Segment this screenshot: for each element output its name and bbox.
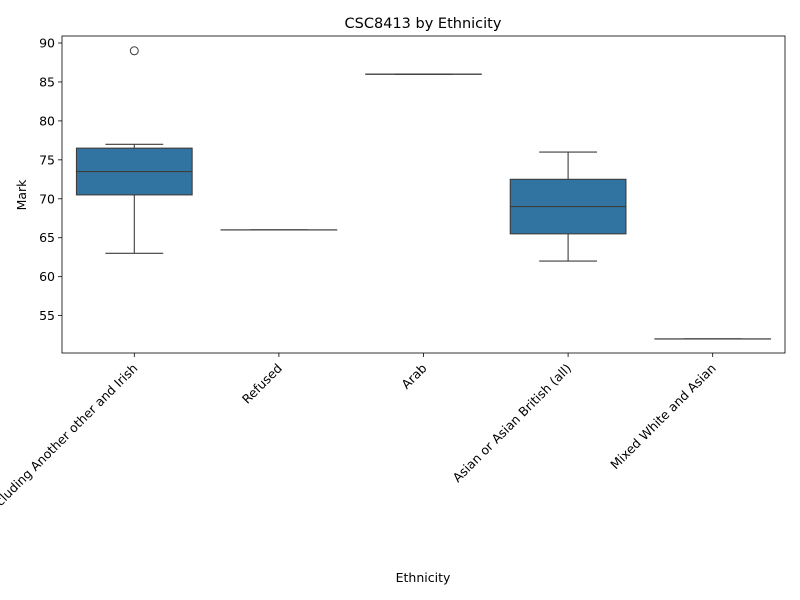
y-tick-label: 90 bbox=[39, 36, 55, 51]
y-tick-label: 75 bbox=[39, 152, 55, 167]
x-tick-label: Asian or Asian British (all) bbox=[450, 361, 575, 486]
y-tick-label: 65 bbox=[39, 230, 55, 245]
x-tick-label: Refused bbox=[239, 361, 285, 407]
y-tick-label: 55 bbox=[39, 308, 55, 323]
y-tick-label: 80 bbox=[39, 113, 55, 128]
outlier-point bbox=[129, 46, 139, 56]
x-tick-label: Mixed White and Asian bbox=[607, 361, 719, 473]
box-group bbox=[75, 46, 193, 254]
y-axis: 55 60 65 70 75 80 85 90 bbox=[39, 36, 62, 323]
y-tick-label: 60 bbox=[39, 269, 55, 284]
x-tick-label: Arab bbox=[398, 360, 429, 391]
x-tick-label: White including Another other and Irish bbox=[0, 361, 140, 546]
x-axis-label: Ethnicity bbox=[396, 570, 451, 585]
boxes-layer bbox=[75, 46, 772, 340]
x-axis: White including Another other and Irish R… bbox=[0, 353, 719, 545]
y-tick-label: 85 bbox=[39, 74, 55, 89]
y-tick-label: 70 bbox=[39, 191, 55, 206]
chart-title: CSC8413 by Ethnicity bbox=[345, 16, 502, 32]
y-axis-label: Mark bbox=[14, 179, 29, 211]
box-group bbox=[509, 151, 627, 262]
